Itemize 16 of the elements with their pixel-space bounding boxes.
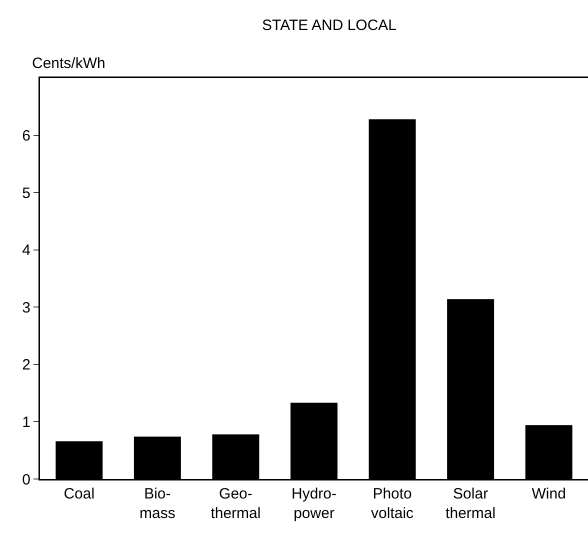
y-tick-label: 5 [22,184,30,202]
y-tick-label: 6 [22,128,30,145]
x-tick-label: Coal [64,486,95,502]
x-tick-label: Geo- thermal [210,486,261,522]
x-tick-label: Wind [532,486,566,502]
x-tick-label: Bio- mass [140,486,176,522]
y-axis-title: Cents/kWh [32,55,106,72]
y-tick-label: 3 [22,299,30,316]
y-tick-label: 1 [22,414,30,431]
x-tick-label: Photo voltaic [371,486,414,522]
x-tick-label: Hydro- power [291,486,337,522]
y-tick-label: 0 [22,471,30,488]
y-tick-label: 4 [22,242,30,260]
chart-title: STATE AND LOCAL [262,17,397,34]
x-tick-label: Solar thermal [446,486,496,522]
y-tick-label: 2 [22,356,30,374]
